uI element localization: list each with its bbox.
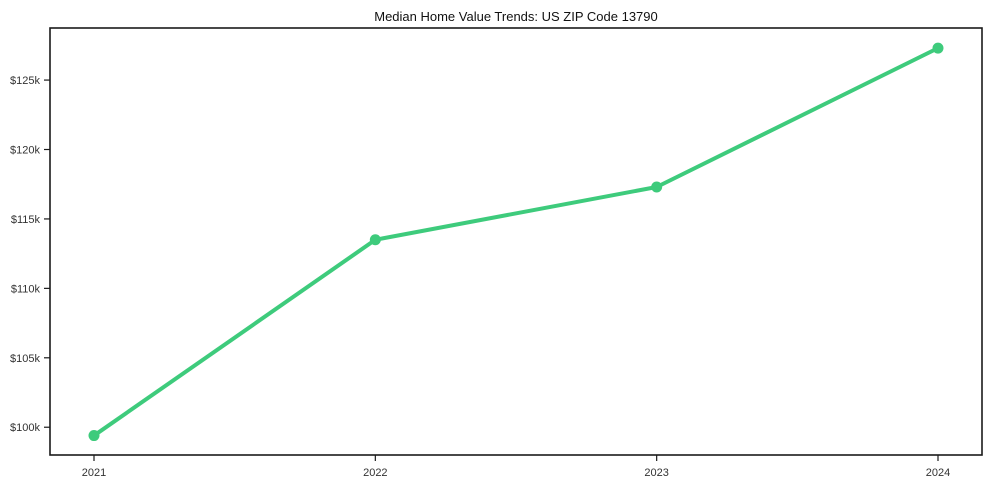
axes-layer: $100k $105k $110k $115k $120k $125k 2021 2022 20… [10,27,983,479]
y-tick-label: $105k [10,353,40,365]
x-tick-label: 2021 [82,467,106,479]
x-tick-label: 2022 [363,467,387,479]
y-tick-label: $125k [10,75,40,87]
y-tick-label: $110k [11,283,41,295]
x-tick-label: 2023 [644,467,668,479]
plot-border [49,27,983,456]
y-tick-label: $115k [11,214,41,226]
y-tick-label: $120k [10,145,40,157]
data-point-marker [88,430,100,442]
data-point-marker [369,234,381,246]
data-point-marker [651,181,663,193]
series-layer [88,42,944,442]
y-tick-label: $100k [10,422,40,434]
series-line [92,46,940,438]
data-point-marker [932,42,944,54]
chart-title: Median Home Value Trends: US ZIP Code 13… [374,9,658,24]
x-tick-label: 2024 [926,467,950,479]
